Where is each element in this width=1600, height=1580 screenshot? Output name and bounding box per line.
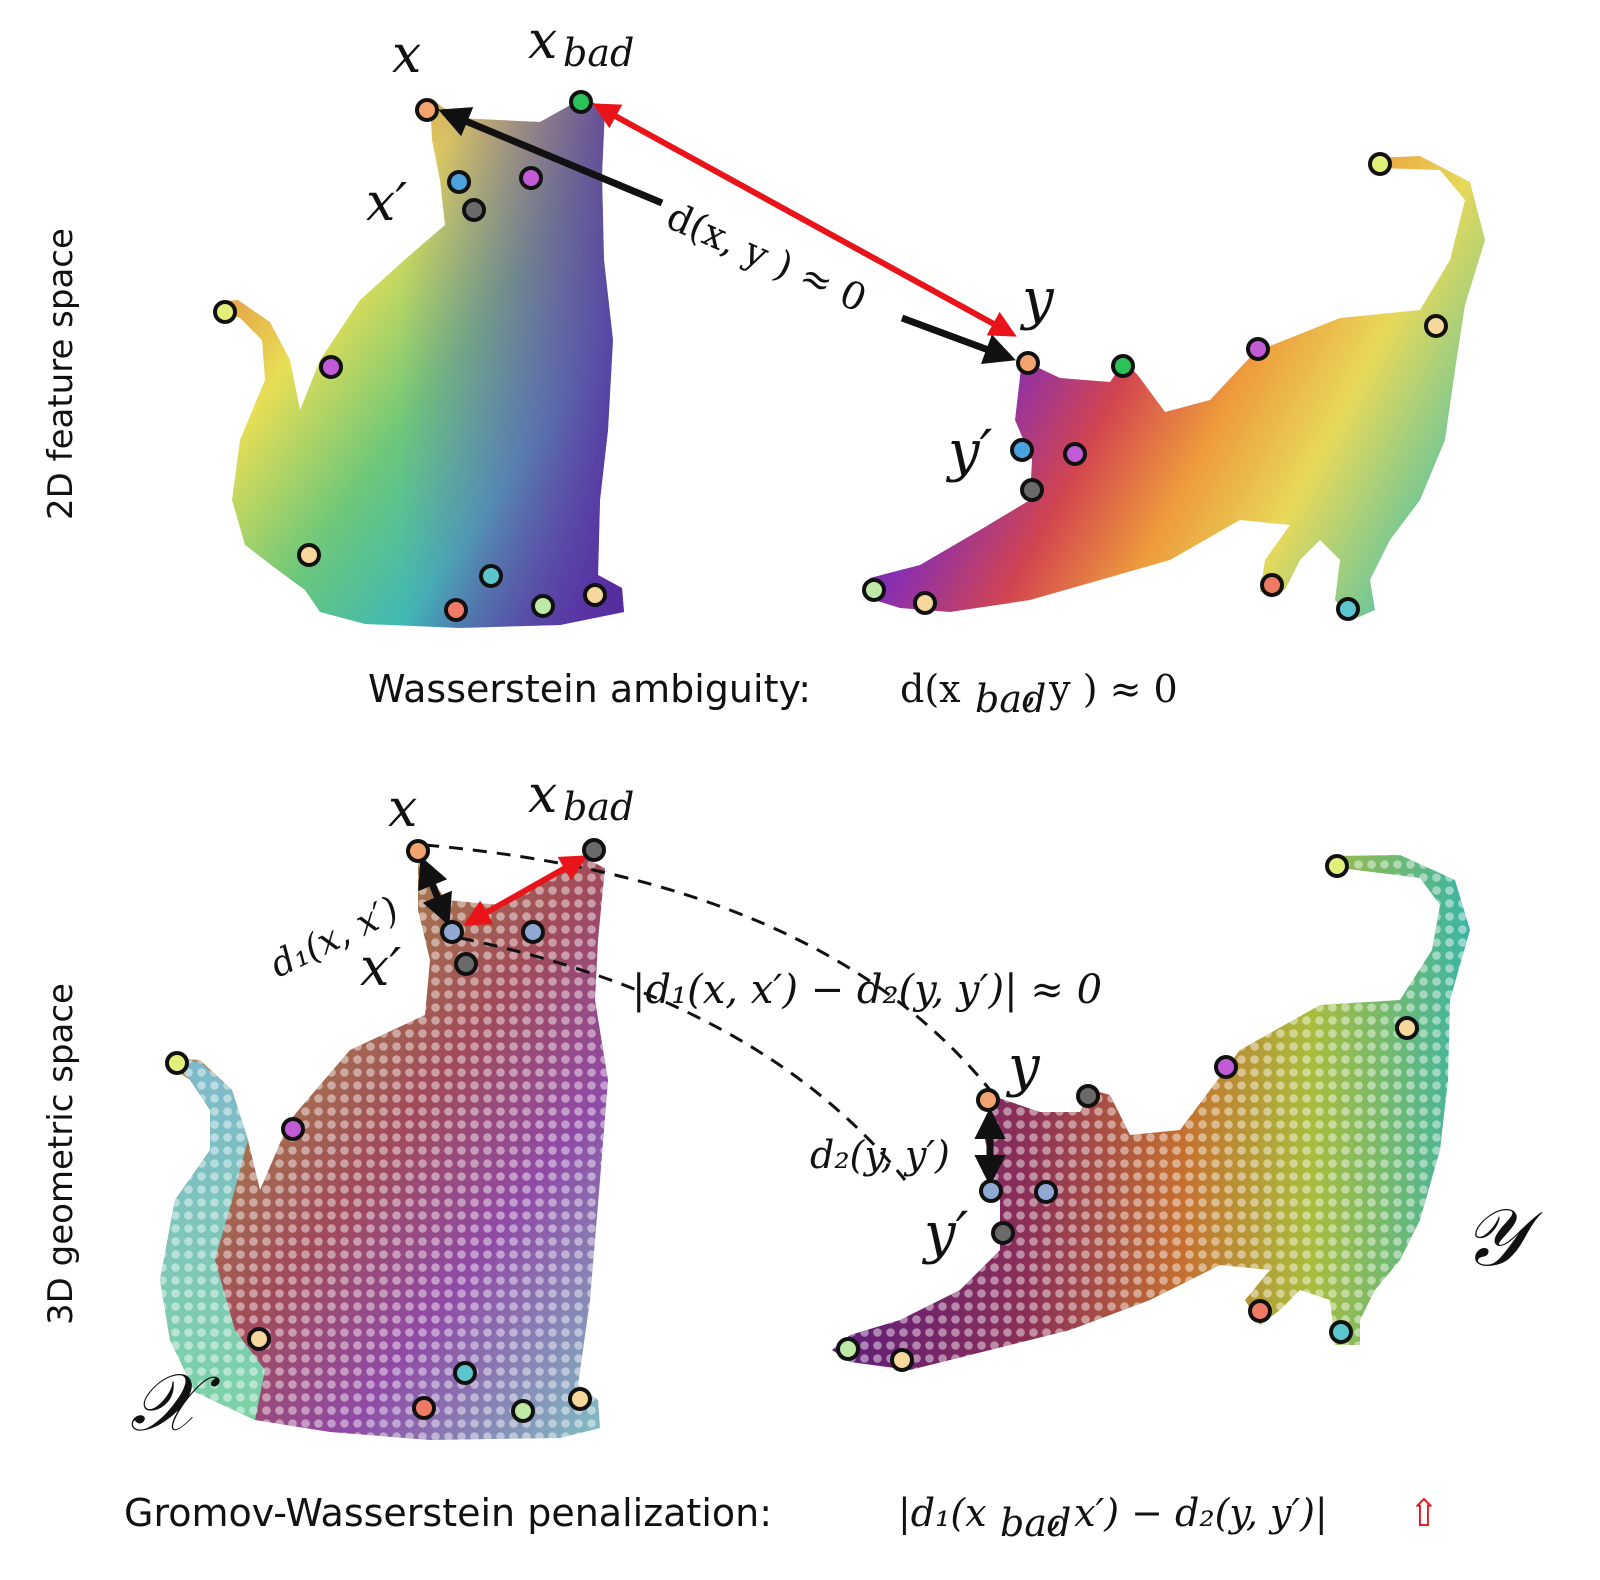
keypoint-marker <box>165 1051 189 1075</box>
svg-text:bad: bad <box>563 31 634 75</box>
keypoint-marker <box>1063 442 1087 466</box>
svg-text:x: x <box>528 11 557 71</box>
label-x-top: x <box>392 25 421 85</box>
keypoint-marker <box>1395 1016 1419 1040</box>
svg-text:d(x: d(x <box>900 667 961 711</box>
panel-label-bottom: 3D geometric space <box>41 983 81 1325</box>
keypoint-marker <box>511 1399 535 1423</box>
keypoint-marker <box>1034 1180 1058 1204</box>
keypoint-marker <box>569 90 593 114</box>
label-xbad-top: x bad <box>528 11 634 75</box>
svg-text:, y ) ≈ 0: , y ) ≈ 0 <box>1025 667 1178 711</box>
keypoint-marker <box>281 1117 305 1141</box>
increase-arrow: ⇧ <box>1408 1491 1440 1535</box>
svg-text:|d₁(x: |d₁(x <box>898 1491 987 1535</box>
keypoint-marker <box>412 1396 436 1420</box>
keypoint-marker <box>213 300 237 324</box>
keypoint-marker <box>444 598 468 622</box>
bottom-stretching-cat <box>832 855 1470 1370</box>
top-stretching-cat <box>868 156 1485 620</box>
keypoint-marker <box>1424 314 1448 338</box>
label-y-top: y <box>1019 267 1055 332</box>
svg-text:bad: bad <box>563 785 634 829</box>
svg-text:x: x <box>528 765 557 825</box>
keypoint-marker <box>979 1179 1003 1203</box>
keypoint-marker <box>1111 354 1135 378</box>
svg-text:bad: bad <box>1000 1501 1071 1545</box>
keypoint-marker <box>1076 1084 1100 1108</box>
svg-text:, x′) − d₂(y, y′)|: , x′) − d₂(y, y′)| <box>1050 1491 1328 1535</box>
top-arrows <box>438 103 1017 365</box>
top-points <box>213 90 1448 622</box>
keypoint-marker <box>479 564 503 588</box>
bottom-points <box>165 838 1419 1423</box>
keypoint-marker <box>1020 478 1044 502</box>
keypoint-marker <box>1336 597 1360 621</box>
keypoint-marker <box>531 594 555 618</box>
caption-top: Wasserstein ambiguity: d(x bad , y ) ≈ 0 <box>368 667 1178 721</box>
d-xy-label: d(x, y ) ≈ 0 <box>660 194 873 321</box>
keypoint-marker <box>1325 854 1349 878</box>
keypoint-marker <box>1016 351 1040 375</box>
keypoint-marker <box>991 1221 1015 1245</box>
arrow-red-top <box>592 103 1017 337</box>
keypoint-marker <box>440 920 464 944</box>
keypoint-marker <box>453 1361 477 1385</box>
keypoint-marker <box>447 170 471 194</box>
keypoint-marker <box>1329 1320 1353 1344</box>
keypoint-marker <box>913 591 937 615</box>
label-yprime-top: y′ <box>945 419 993 484</box>
keypoint-marker <box>836 1337 860 1361</box>
keypoint-marker <box>583 583 607 607</box>
keypoint-marker <box>319 355 343 379</box>
bottom-arrows <box>418 855 1006 1187</box>
svg-text:Wasserstein ambiguity:: Wasserstein ambiguity: <box>368 667 811 711</box>
keypoint-marker <box>862 578 886 602</box>
label-y-bottom: y <box>1005 1034 1041 1099</box>
keypoint-marker <box>454 952 478 976</box>
keypoint-marker <box>1260 573 1284 597</box>
keypoint-marker <box>406 839 430 863</box>
arrow-red-bottom <box>463 855 588 926</box>
gw-diff-label: |d₁(x, x′) − d₂(y, y′)| ≈ 0 <box>632 967 1102 1013</box>
keypoint-marker <box>976 1088 1000 1112</box>
svg-text:bad: bad <box>975 677 1046 721</box>
panel-label-top: 2D feature space <box>41 228 81 520</box>
set-y-label: 𝒴 <box>1462 1191 1543 1284</box>
keypoint-marker <box>519 166 543 190</box>
svg-text:Gromov-Wasserstein penalizatio: Gromov-Wasserstein penalization: <box>124 1491 772 1535</box>
caption-bottom: Gromov-Wasserstein penalization: |d₁(x b… <box>124 1491 1440 1545</box>
keypoint-marker <box>1010 438 1034 462</box>
keypoint-marker <box>582 838 606 862</box>
keypoint-marker <box>1368 152 1392 176</box>
keypoint-marker <box>415 98 439 122</box>
label-x-bottom: x <box>388 779 417 839</box>
keypoint-marker <box>297 543 321 567</box>
top-seated-cat <box>218 98 624 628</box>
keypoint-marker <box>462 198 486 222</box>
label-yprime-bottom: y′ <box>921 1201 969 1266</box>
arrow-d1 <box>418 856 452 926</box>
keypoint-marker <box>1214 1055 1238 1079</box>
keypoint-marker <box>568 1387 592 1411</box>
bottom-seated-cat <box>160 852 608 1440</box>
d2-label: d₂(y, y′) <box>810 1133 950 1177</box>
keypoint-marker <box>1248 1299 1272 1323</box>
label-xprime-bottom: x′ <box>360 938 401 998</box>
label-xbad-bottom: x bad <box>528 765 634 829</box>
keypoint-marker <box>890 1348 914 1372</box>
keypoint-marker <box>247 1327 271 1351</box>
label-xprime-top: x′ <box>366 173 407 233</box>
keypoint-marker <box>1246 337 1270 361</box>
keypoint-marker <box>521 920 545 944</box>
